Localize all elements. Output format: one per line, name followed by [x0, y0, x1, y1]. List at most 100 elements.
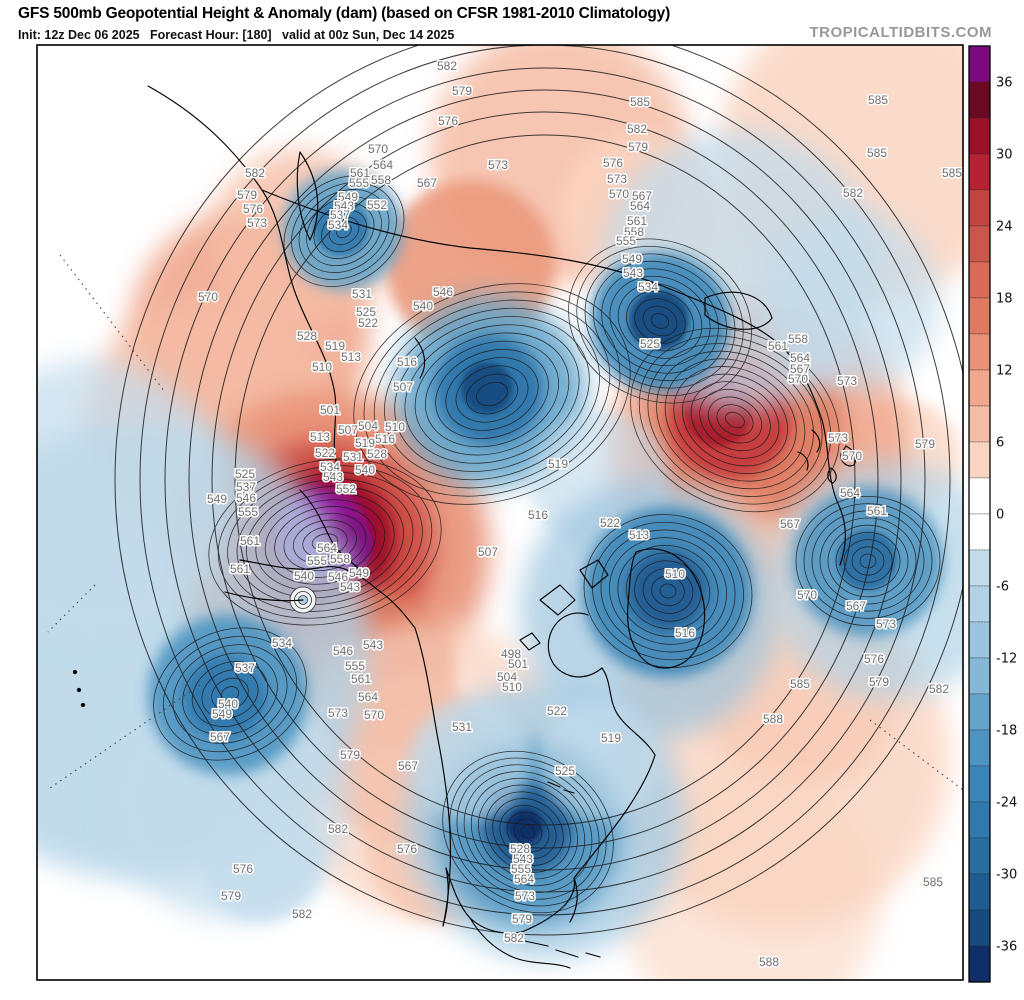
contour-ring	[328, 216, 360, 246]
contour-label: 546	[333, 644, 353, 658]
outer-contour-ring	[114, 45, 963, 936]
contour-label: 558	[330, 552, 350, 566]
contour-label: 549	[212, 707, 232, 721]
colorbar-tick-label: -30	[996, 868, 1017, 883]
contour-ring	[638, 335, 832, 505]
contour-ring	[404, 324, 580, 464]
tropicaltidbits-watermark: TROPICALTIDBITS.COM	[809, 24, 992, 41]
contour-label: 510	[312, 360, 332, 374]
contour-ring	[470, 777, 586, 887]
contour-label: 546	[433, 285, 453, 299]
contour-label: 534	[638, 280, 658, 294]
contour-ring	[306, 196, 382, 266]
colorbar-cell	[968, 45, 991, 83]
contour-label: 513	[341, 350, 361, 364]
contour-label: 570	[842, 449, 862, 463]
contour-label: 522	[358, 316, 378, 330]
contour-ring	[220, 686, 240, 702]
contour-ring	[313, 202, 375, 260]
contour-label: 525	[640, 337, 660, 351]
contour-ring	[291, 182, 397, 280]
contour-ring	[485, 791, 571, 873]
contour-label: 564	[317, 541, 337, 555]
contour-label: 579	[340, 748, 360, 762]
contour-ring	[803, 503, 933, 619]
chart-title: GFS 500mb Geopotential Height & Anomaly …	[18, 5, 671, 22]
contour-label: 549	[338, 190, 358, 204]
contour-ring	[506, 811, 550, 853]
contour-label: 525	[235, 467, 255, 481]
contour-ring	[843, 539, 893, 583]
contour-label: 528	[367, 447, 387, 461]
coastline	[519, 939, 601, 958]
contour-ring	[283, 175, 405, 287]
contour-label: 582	[843, 186, 863, 200]
contour-label: 585	[630, 95, 650, 109]
coastline	[224, 591, 304, 602]
contour-ring	[227, 472, 423, 612]
colorbar-cell	[968, 801, 991, 839]
contour-label: 543	[340, 580, 360, 594]
contour-ring	[601, 268, 719, 374]
graticule-dotted-line	[47, 584, 96, 633]
contour-label: 564	[514, 872, 534, 886]
contour-label: 588	[763, 712, 783, 726]
contour-label: 585	[790, 677, 810, 691]
colorbar-tick-label: -6	[996, 580, 1009, 595]
contour-ring	[600, 529, 736, 653]
contour-label: 555	[511, 862, 531, 876]
contour-ring	[492, 798, 564, 866]
colorbar-cell	[968, 333, 991, 371]
coastline	[547, 781, 575, 794]
contour-label: 573	[488, 158, 508, 172]
contour-label: 516	[375, 432, 395, 446]
contour-label: 579	[869, 675, 889, 689]
graticule-dotted-line	[49, 684, 201, 789]
contour-label: 576	[864, 652, 884, 666]
coastline	[579, 559, 609, 589]
colorbar-cell	[968, 549, 991, 587]
contour-label: 573	[837, 374, 857, 388]
contour-label: 564	[790, 351, 810, 365]
coastline	[573, 754, 656, 879]
contour-ring	[651, 575, 685, 607]
contour-ring	[414, 332, 570, 456]
contour-ring	[682, 373, 788, 467]
colorbar-cell	[968, 405, 991, 443]
contour-label: 582	[437, 59, 457, 73]
contour-label: 540	[218, 697, 238, 711]
contour-label: 537	[235, 661, 255, 675]
contour-label: 558	[371, 173, 391, 187]
contour-label: 549	[349, 566, 369, 580]
outer-contour-ring	[211, 111, 879, 849]
contour-label: 513	[310, 430, 330, 444]
contour-ring	[217, 465, 433, 619]
contour-label: 558	[624, 225, 644, 239]
contour-label: 507	[338, 423, 358, 437]
contour-label: 516	[528, 508, 548, 522]
contour-label: 564	[373, 158, 393, 172]
contour-label: 522	[547, 704, 567, 718]
outer-contour-ring	[188, 89, 902, 871]
contour-ring	[373, 299, 611, 489]
contour-label: 531	[343, 450, 363, 464]
contour-label: 534	[272, 636, 292, 650]
contour-label: 543	[334, 199, 354, 213]
contour-ring	[608, 537, 728, 645]
contour-ring	[449, 757, 607, 907]
contour-label: 576	[603, 156, 623, 170]
colorbar-tick-label: -12	[996, 652, 1017, 667]
contour-label: 573	[828, 431, 848, 445]
graticule-dotted-line	[869, 719, 963, 791]
contour-ring	[795, 495, 941, 626]
contour-label: 543	[623, 266, 643, 280]
contour-label: 576	[397, 842, 417, 856]
colorbar-tick-label: 24	[996, 220, 1013, 235]
contour-ring	[656, 350, 814, 490]
colorbar-cell	[968, 585, 991, 623]
anomaly-blob	[627, 550, 707, 630]
contour-ring	[699, 388, 771, 452]
island-dot	[72, 669, 78, 675]
colorbar-cell	[968, 477, 991, 515]
